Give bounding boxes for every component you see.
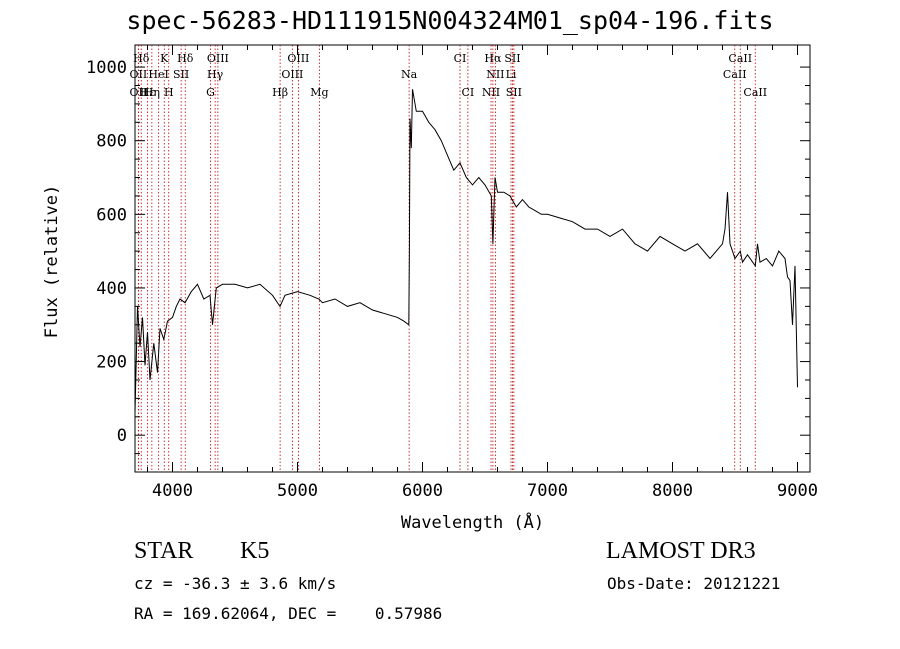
spectral-line-label: Hβ	[272, 86, 288, 99]
spectral-line-label: NII	[486, 68, 504, 81]
spectral-line-label: SII	[173, 68, 189, 81]
chart-title: spec-56283-HD111915N004324M01_sp04-196.f…	[126, 6, 774, 35]
x-tick-label: 8000	[652, 481, 693, 501]
redshift-label: cz = -36.3 ± 3.6 km/s	[134, 574, 337, 593]
spectrum-line	[134, 89, 798, 414]
spectral-line-label: SII	[506, 86, 522, 99]
y-tick-label: 400	[96, 279, 127, 299]
spectral-line-label: OIII	[281, 68, 303, 81]
x-axis-label: Wavelength (Å)	[401, 511, 544, 533]
spectral-line-label: CI	[461, 86, 474, 99]
spectral-line-label: Hα	[484, 52, 502, 65]
object-class: STAR	[134, 538, 194, 564]
spectral-line-label: CI	[454, 52, 467, 65]
plot-frame	[134, 44, 811, 473]
x-tick-label: 9000	[777, 481, 818, 501]
spectral-line-label: K	[160, 52, 169, 65]
spectral-line-label: Hε	[140, 86, 156, 99]
y-tick-label: 800	[96, 132, 127, 152]
spectral-line-label: H	[164, 86, 174, 99]
spectral-line-label: NII	[482, 86, 500, 99]
coords-label: RA = 169.62064, DEC = 0.57986	[134, 604, 443, 623]
spectral-line-label: OIII	[207, 52, 229, 65]
survey-label: LAMOST DR3	[606, 538, 756, 564]
spectral-line-label: Hη	[144, 86, 160, 99]
y-axis-label: Flux (relative)	[42, 185, 62, 339]
spectral-line-label: CaII	[723, 68, 747, 81]
spectral-line-label: OII	[130, 86, 148, 99]
spectral-line-label: OIII	[287, 52, 309, 65]
x-tick-label: 6000	[402, 481, 443, 501]
spectral-line-label: G	[206, 86, 215, 99]
spectral-line-label: HeI	[148, 68, 168, 81]
spectral-line-label: CaII	[743, 86, 767, 99]
y-tick-label: 0	[117, 426, 127, 446]
spectral-line-label: Hδ	[177, 52, 194, 65]
spectral-line-label: SII	[504, 52, 520, 65]
y-tick-label: 600	[96, 205, 127, 225]
spectral-line-label: Na	[401, 68, 418, 81]
y-tick-label: 200	[96, 353, 127, 373]
spectral-subclass: K5	[240, 538, 270, 564]
x-tick-label: 5000	[277, 481, 318, 501]
x-tick-label: 7000	[527, 481, 568, 501]
y-tick-label: 1000	[86, 58, 127, 78]
obs-date-label: Obs-Date: 20121221	[607, 574, 781, 593]
spectral-line-label: Hγ	[207, 68, 224, 81]
spectral-line-label: OII	[130, 68, 148, 81]
spectral-line-label: Hδ	[133, 52, 150, 65]
spectral-line-label: Mg	[310, 86, 328, 99]
x-tick-label: 4000	[152, 481, 193, 501]
spectral-line-label: CaII	[728, 52, 752, 65]
spectral-line-label: Li	[506, 68, 517, 81]
